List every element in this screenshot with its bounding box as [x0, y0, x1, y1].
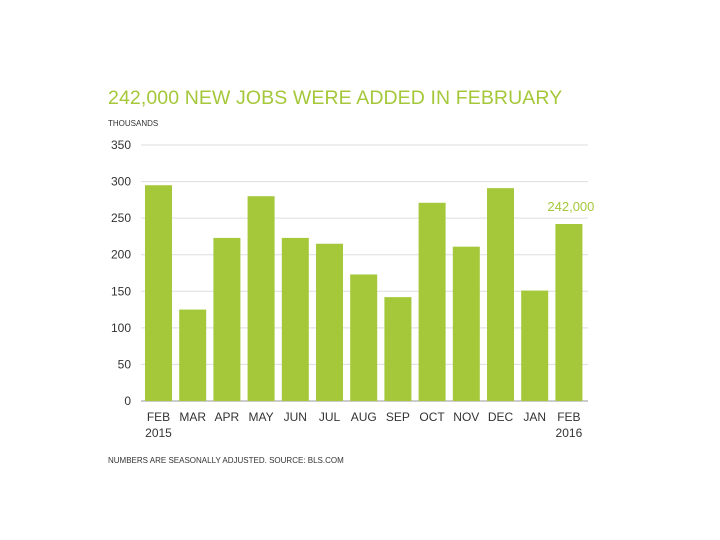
- data-label: 242,000: [547, 199, 594, 214]
- bar: [281, 237, 309, 401]
- x-tick-label: DEC: [488, 410, 514, 424]
- y-tick-label: 50: [118, 357, 132, 371]
- y-tick-label: 350: [111, 138, 131, 152]
- x-tick-label: MAR: [179, 410, 206, 424]
- chart-title: 242,000 NEW JOBS WERE ADDED IN FEBRUARY: [108, 87, 563, 109]
- y-axis-ticks: 0 50 100 150 200 250 300 350: [111, 138, 131, 408]
- y-tick-label: 150: [111, 284, 131, 298]
- bar: [418, 202, 446, 401]
- y-tick-label: 250: [111, 211, 131, 225]
- x-tick-label: AUG: [351, 410, 377, 424]
- x-tick-sublabel: 2015: [145, 426, 172, 440]
- bar: [452, 246, 480, 401]
- annotations: 242,000: [547, 199, 594, 214]
- x-tick-label: JUN: [284, 410, 307, 424]
- bar: [384, 297, 412, 401]
- bar: [179, 309, 207, 401]
- x-tick-label: FEB: [147, 410, 170, 424]
- x-tick-label: NOV: [453, 410, 479, 424]
- bar: [145, 185, 172, 401]
- y-tick-label: 200: [111, 248, 131, 262]
- bar: [350, 274, 378, 401]
- bar: [213, 237, 241, 401]
- y-tick-label: 100: [111, 321, 131, 335]
- bar: [487, 188, 514, 401]
- x-tick-label: JAN: [523, 410, 546, 424]
- bars: [145, 185, 583, 401]
- bar: [555, 223, 583, 401]
- x-tick-label: JUL: [319, 410, 341, 424]
- y-tick-label: 0: [124, 394, 131, 408]
- y-axis-unit-label: THOUSANDS: [108, 119, 159, 128]
- x-tick-label: APR: [215, 410, 240, 424]
- x-tick-label: MAY: [249, 410, 274, 424]
- x-tick-sublabel: 2016: [556, 426, 583, 440]
- bar: [521, 290, 549, 401]
- x-tick-label: FEB: [557, 410, 580, 424]
- x-tick-label: SEP: [386, 410, 410, 424]
- source-note: NUMBERS ARE SEASONALLY ADJUSTED. SOURCE:…: [108, 456, 344, 465]
- x-tick-label: OCT: [419, 410, 445, 424]
- bar: [247, 196, 275, 401]
- x-axis-labels: FEB 2015 MAR APR MAY JUN JUL AUG SEP OCT NOV DEC JAN…: [145, 410, 582, 440]
- y-tick-label: 300: [111, 175, 131, 189]
- bar: [316, 243, 343, 401]
